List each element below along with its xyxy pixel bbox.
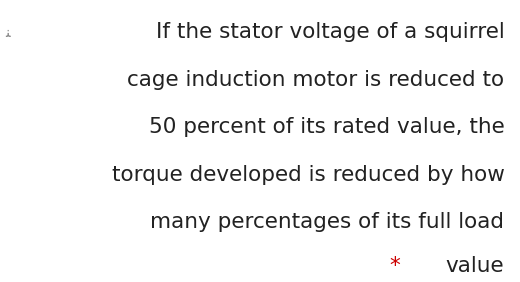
Text: torque developed is reduced by how: torque developed is reduced by how xyxy=(111,165,504,184)
Text: value: value xyxy=(446,257,504,276)
Text: many percentages of its full load: many percentages of its full load xyxy=(150,212,504,232)
Text: 50 percent of its rated value, the: 50 percent of its rated value, the xyxy=(149,117,504,137)
Text: ﻨ: ﻨ xyxy=(5,25,10,40)
Text: *: * xyxy=(390,257,400,276)
Text: cage induction motor is reduced to: cage induction motor is reduced to xyxy=(127,70,504,90)
Text: If the stator voltage of a squirrel: If the stator voltage of a squirrel xyxy=(155,23,504,42)
